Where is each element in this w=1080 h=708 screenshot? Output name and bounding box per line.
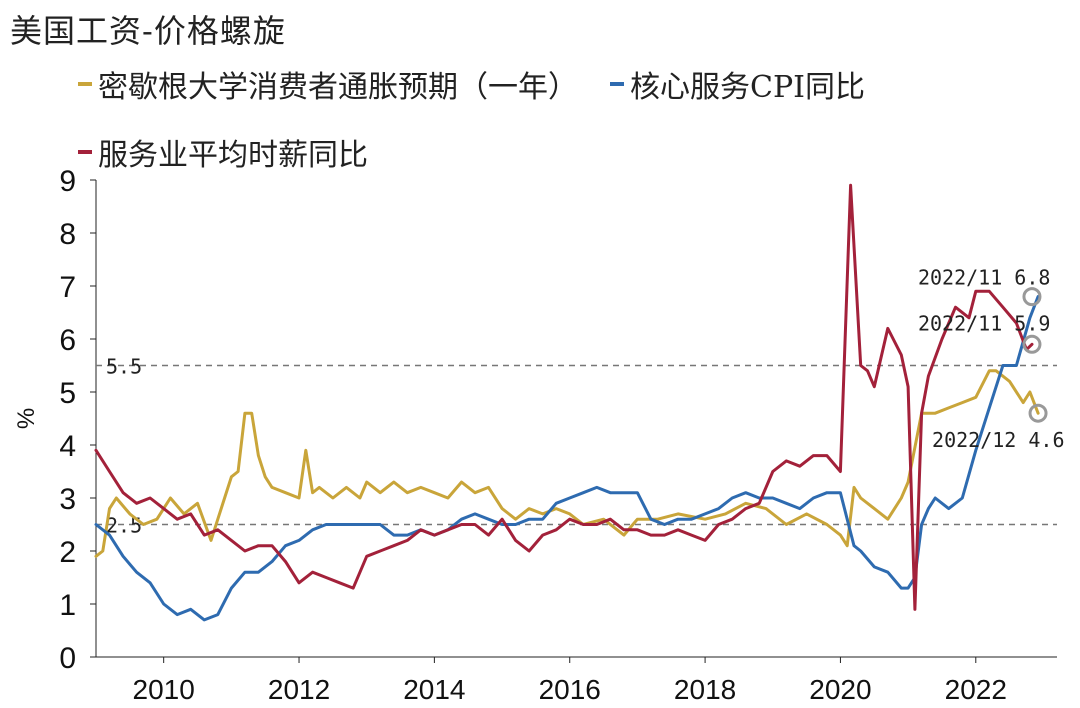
legend-swatch-service-wages — [78, 150, 92, 154]
legend-item-service-wages: 服务业平均时薪同比 — [78, 130, 368, 174]
series-line-1 — [94, 295, 1040, 622]
y-tick-label: 6 — [59, 324, 76, 357]
y-tick-label: 0 — [59, 642, 76, 675]
annotation-label: 2022/12 4.6 — [932, 428, 1064, 452]
legend-label-michigan: 密歇根大学消费者通胀预期（一年） — [98, 70, 578, 105]
y-tick-label: 8 — [59, 218, 76, 251]
legend-swatch-michigan — [78, 82, 92, 86]
legend-row-1: 密歇根大学消费者通胀预期（一年） 核心服务CPI同比 — [78, 62, 865, 106]
x-tick-label: 2022 — [945, 674, 1007, 705]
annotation-label: 2022/11 5.9 — [918, 311, 1050, 335]
y-tick-label: 7 — [59, 271, 76, 304]
y-tick-label: 4 — [59, 430, 76, 463]
annotation-label: 2022/11 6.8 — [918, 266, 1050, 290]
legend-item-core-services-cpi: 核心服务CPI同比 — [610, 62, 865, 106]
x-tick-label: 2020 — [809, 674, 871, 705]
y-axis-label: % — [13, 408, 40, 429]
legend-label-service-wages: 服务业平均时薪同比 — [98, 138, 368, 173]
y-tick-label: 3 — [59, 483, 76, 516]
legend-item-michigan: 密歇根大学消费者通胀预期（一年） — [78, 62, 578, 106]
y-tick-label: 2 — [59, 536, 76, 569]
reference-line-label: 2.5 — [106, 514, 142, 538]
y-tick-label: 5 — [59, 377, 76, 410]
chart-title: 美国工资-价格螺旋 — [10, 12, 286, 50]
annotation-marker — [1028, 403, 1048, 423]
x-tick-label: 2018 — [674, 674, 736, 705]
x-tick-label: 2016 — [539, 674, 601, 705]
annotation-marker — [1022, 334, 1042, 354]
x-tick-label: 2010 — [133, 674, 195, 705]
reference-line-label: 5.5 — [106, 355, 142, 379]
x-tick-label: 2012 — [268, 674, 330, 705]
legend-swatch-core-services-cpi — [610, 82, 624, 86]
legend-row-2: 服务业平均时薪同比 — [78, 130, 368, 174]
series-line-0 — [94, 369, 1040, 558]
legend-label-core-services-cpi: 核心服务CPI同比 — [630, 70, 865, 105]
series-line-2 — [94, 183, 1034, 611]
annotation-marker — [1022, 287, 1042, 307]
x-tick-label: 2014 — [403, 674, 465, 705]
y-tick-label: 1 — [59, 589, 76, 622]
y-tick-label: 9 — [59, 165, 76, 198]
